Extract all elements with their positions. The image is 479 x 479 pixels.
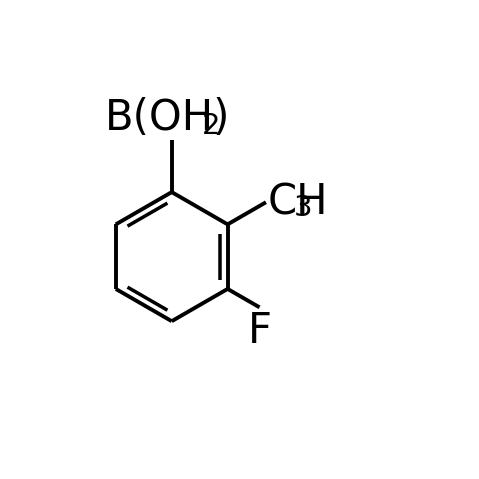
Text: CH: CH (268, 181, 328, 223)
Text: B(OH): B(OH) (105, 97, 231, 138)
Text: 3: 3 (294, 194, 312, 222)
Text: 2: 2 (202, 113, 221, 140)
Text: F: F (248, 310, 272, 353)
